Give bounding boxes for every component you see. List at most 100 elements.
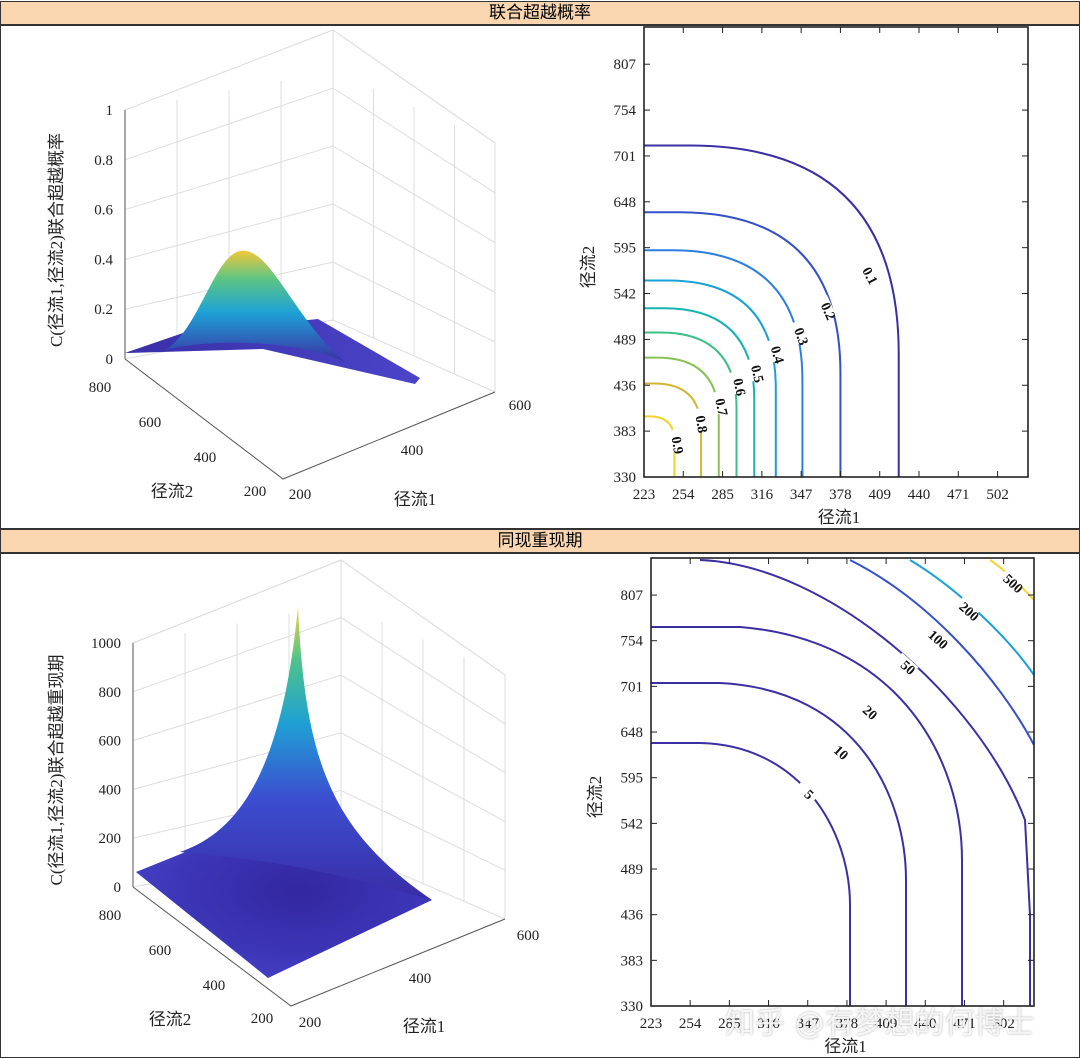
x-tick-label: 316 (751, 487, 774, 503)
contour-plot-2 (650, 557, 1035, 1007)
y-tick-label: 754 (621, 634, 644, 650)
watermark: 知乎 @有梦想的何博士 (725, 1006, 1035, 1041)
z-tick-label: 600 (99, 734, 122, 750)
y-tick-label: 400 (203, 978, 226, 994)
x-axis-label: 径流1 (824, 1037, 867, 1056)
z-tick-label: 0 (106, 352, 114, 368)
contour-label-bg (814, 294, 836, 321)
z-gridline (132, 617, 506, 725)
contour-axes-box (643, 26, 1029, 478)
z-tick-label: 1000 (91, 636, 121, 652)
y-tick-label: 200 (244, 484, 267, 500)
y-tick-label: 542 (621, 816, 644, 832)
x-tick-label: 378 (836, 1016, 859, 1032)
y-axis-label: 径流2 (586, 776, 605, 819)
contour-label-bg (689, 407, 707, 432)
y-tick-label: 383 (621, 953, 644, 969)
y-tick-label: 701 (621, 679, 644, 695)
x-tick-label: 316 (757, 1016, 780, 1032)
y-tick-label: 489 (614, 332, 637, 348)
contour-lines (644, 144, 900, 477)
contour-label-bg (855, 259, 879, 286)
x-tick-label: 254 (679, 1016, 702, 1032)
contour-label: 0.4 (767, 345, 786, 366)
y-tick-label: 648 (614, 195, 637, 211)
contour-level-0.2 (644, 211, 842, 477)
y-tick-label: 542 (614, 287, 637, 303)
x-axis-label: 径流1 (394, 490, 437, 509)
contour-label-bg (892, 652, 919, 678)
z-tick-label: 400 (99, 782, 122, 798)
contour-level-5 (651, 742, 851, 1006)
x-tick-label: 347 (796, 1016, 819, 1032)
z-gridline (132, 674, 506, 774)
surface-peak (165, 250, 345, 362)
x-tick-label: 440 (914, 1016, 937, 1032)
contour-label-bg (997, 568, 1024, 594)
z-axis-label: C(径流1,径流2)联合超越重现期 (47, 655, 66, 886)
z-tick-label: 0.4 (94, 252, 113, 268)
contour-label: 0.3 (790, 326, 810, 348)
y-axis-label: 径流2 (151, 482, 194, 501)
section-title-return-period: 同现重现期 (0, 529, 1080, 553)
y-axis-label: 径流2 (149, 1010, 192, 1029)
y-tick-label: 807 (621, 588, 644, 604)
contour-level-20 (651, 626, 963, 1006)
z-gridline (124, 261, 496, 343)
contour-level-10 (651, 682, 907, 1006)
y-tick-label: 600 (149, 943, 172, 959)
x-tick-label: 502 (992, 1016, 1015, 1032)
x-tick-label: 471 (953, 1016, 976, 1032)
x-tick-label: 600 (517, 928, 540, 944)
y-tick-label: 701 (614, 149, 637, 165)
surface-plot-2 (132, 559, 506, 1007)
y-tick-label: 383 (614, 424, 637, 440)
z-gridline (124, 203, 496, 293)
z-tick-label: 800 (99, 685, 122, 701)
x-tick-label: 223 (640, 1016, 663, 1032)
floor-axes (124, 358, 496, 480)
y-tick-label: 200 (251, 1011, 274, 1027)
contour-label-bg (953, 596, 980, 622)
contour-label: 0.1 (858, 265, 879, 287)
x-tick-label: 285 (718, 1016, 741, 1032)
contour-label: 0.8 (692, 414, 710, 434)
contour-level-0.6 (644, 331, 738, 477)
x-tick-label: 223 (633, 487, 656, 503)
z-gridline (124, 87, 496, 194)
contour-level-200 (909, 559, 1034, 676)
contour-label-bg (793, 779, 820, 805)
x-tick-label: 440 (908, 487, 931, 503)
contour-plot-1 (643, 26, 1029, 478)
x-tick-label: 600 (509, 398, 532, 414)
contour-label: 0.6 (729, 377, 747, 397)
z-tick-label: 1 (106, 103, 114, 119)
y-tick-label: 436 (621, 908, 644, 924)
contour-label: 0.5 (747, 364, 766, 385)
contour-lines (651, 559, 1034, 1006)
section-title-joint-probability: 联合超越概率 (0, 1, 1080, 25)
contour-label-bg (764, 338, 784, 364)
z-gridline (132, 559, 506, 676)
x-tick-label: 400 (409, 971, 432, 987)
contour-label-bg (665, 428, 683, 453)
x-tick-label: 200 (299, 1015, 322, 1031)
contour-label: 0.2 (817, 301, 838, 323)
contour-label-bg (787, 319, 809, 346)
contour-label: 0.9 (668, 435, 686, 455)
z-tick-label: 0.6 (94, 203, 113, 219)
contour-label: 0.7 (711, 397, 729, 417)
x-tick-label: 471 (947, 487, 970, 503)
y-tick-label: 595 (621, 771, 644, 787)
y-tick-label: 595 (614, 241, 637, 257)
y-tick-label: 754 (614, 103, 637, 119)
y-tick-label: 400 (194, 450, 217, 466)
contour-level-50 (699, 559, 1031, 1006)
z-tick-label: 0.2 (94, 302, 113, 318)
y-tick-label: 807 (614, 57, 637, 73)
y-tick-label: 436 (614, 378, 637, 394)
x-tick-label: 400 (401, 443, 424, 459)
x-tick-label: 502 (986, 487, 1009, 503)
x-tick-label: 378 (829, 487, 852, 503)
y-axis-label: 径流2 (579, 246, 598, 289)
